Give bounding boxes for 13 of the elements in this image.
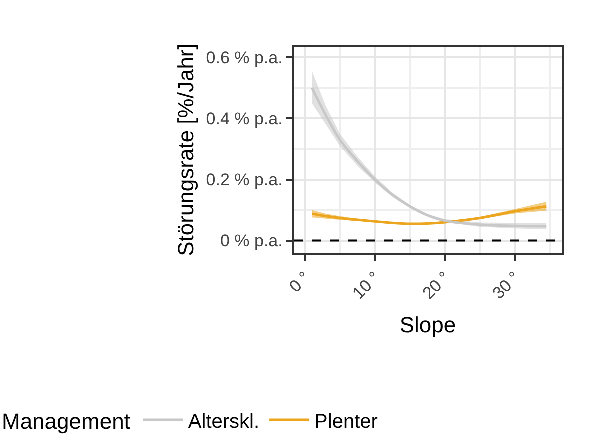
y-tick-label: 0 % p.a.	[220, 232, 283, 251]
x-tick-label: 20 °	[419, 268, 454, 304]
x-tick-label: 0 °	[286, 268, 314, 296]
y-axis-title: Störungsrate [%/Jahr]	[174, 44, 199, 256]
x-tick-label: 10 °	[349, 268, 384, 304]
legend-label: Alterskl.	[188, 410, 260, 433]
legend-label: Plenter	[314, 410, 378, 433]
x-tick-label: 30 °	[489, 268, 524, 304]
y-tick-label: 0.6 % p.a.	[206, 48, 283, 68]
y-tick-label: 0.4 % p.a.	[206, 110, 283, 129]
x-axis-title: Slope	[400, 312, 456, 338]
y-tick-label: 0.2 % p.a.	[206, 170, 283, 190]
legend-title: Management	[2, 409, 130, 434]
